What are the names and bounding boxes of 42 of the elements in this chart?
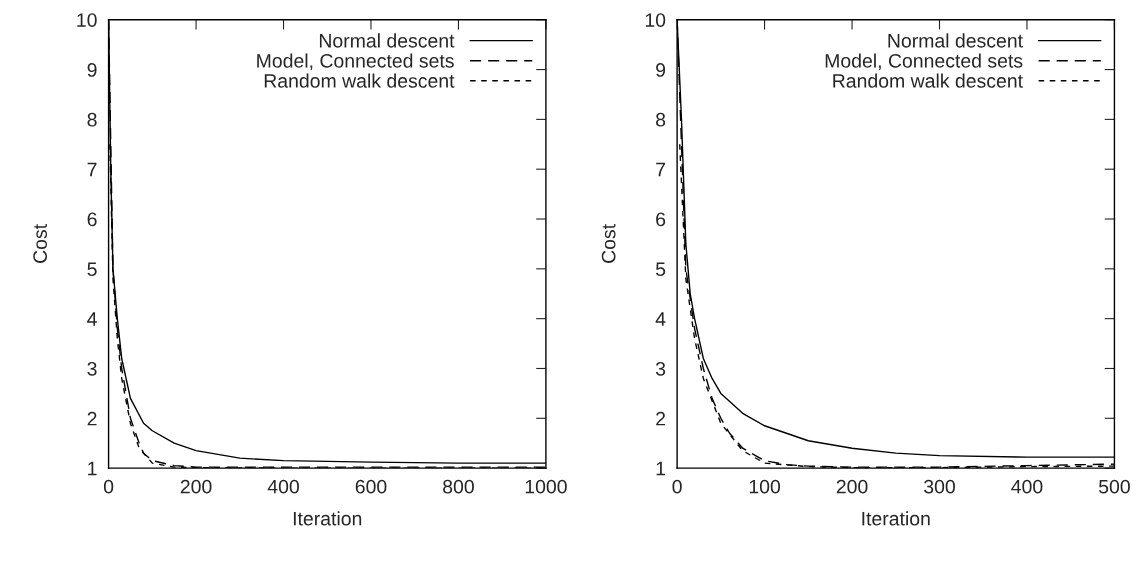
y-tick-label: 3 <box>655 361 666 376</box>
x-tick-label: 400 <box>267 479 299 494</box>
x-tick-label: 0 <box>103 479 114 494</box>
x-tick-label: 0 <box>672 479 682 494</box>
x-tick-label: 300 <box>924 479 955 494</box>
y-tick-label: 1 <box>88 461 97 476</box>
x-tick-label: 1000 <box>525 479 567 494</box>
x-tick-label: 800 <box>443 479 474 494</box>
x-axis-title: Iteration <box>293 511 362 526</box>
y-tick-label: 8 <box>87 112 97 127</box>
x-tick-label: 200 <box>180 479 212 494</box>
legend-label: Normal descent <box>319 33 455 48</box>
x-tick-label: 100 <box>749 479 781 494</box>
y-tick-label: 6 <box>656 212 666 227</box>
y-tick-label: 4 <box>87 312 97 326</box>
y-tick-label: 9 <box>656 63 666 77</box>
y-axis-title: Cost <box>601 224 616 263</box>
y-tick-label: 2 <box>87 411 97 426</box>
y-tick-label: 7 <box>87 162 97 177</box>
legend-label: Random walk descent <box>264 73 455 88</box>
y-tick-label: 3 <box>87 361 97 376</box>
y-tick-label: 7 <box>656 162 666 177</box>
x-tick-label: 600 <box>355 479 387 494</box>
y-tick-label: 9 <box>87 63 97 77</box>
x-axis-title: Iteration <box>862 511 930 526</box>
y-tick-label: 5 <box>655 262 666 277</box>
y-tick-label: 6 <box>87 212 97 227</box>
legend-label: Normal descent <box>888 33 1023 48</box>
y-tick-label: 2 <box>656 411 666 426</box>
x-tick-label: 200 <box>836 479 868 494</box>
legend-label: Random walk descent <box>833 73 1023 88</box>
x-tick-label: 400 <box>1011 479 1043 494</box>
y-tick-label: 8 <box>656 112 666 127</box>
legend-label: Model, Connected sets <box>825 53 1023 70</box>
y-tick-label: 10 <box>77 13 97 27</box>
y-tick-label: 10 <box>645 13 666 27</box>
y-tick-label: 5 <box>87 262 97 277</box>
legend-label: Model, Connected sets <box>257 53 454 70</box>
y-tick-label: 4 <box>655 312 666 326</box>
x-tick-label: 500 <box>1098 479 1130 494</box>
y-tick-label: 1 <box>656 461 666 476</box>
y-axis-title: Cost <box>33 224 47 263</box>
